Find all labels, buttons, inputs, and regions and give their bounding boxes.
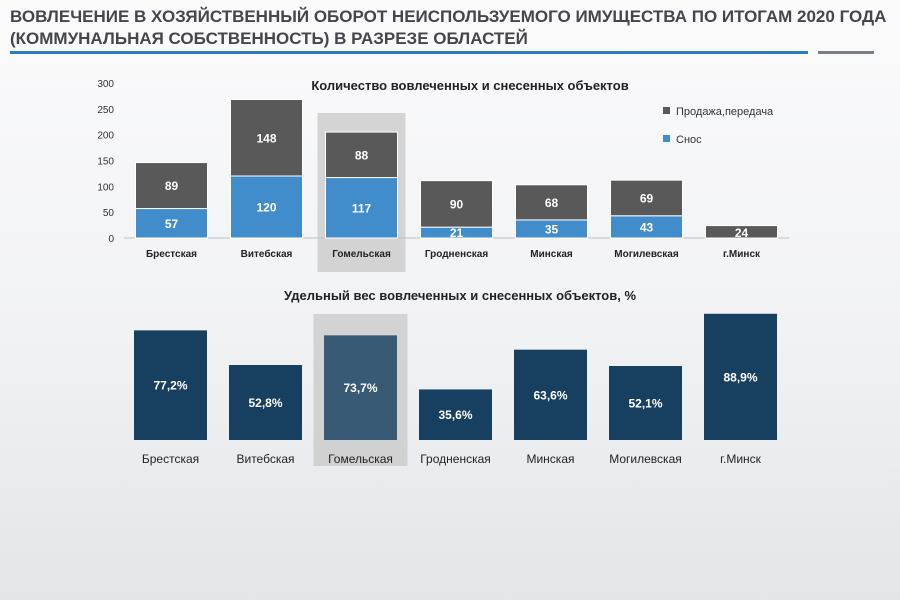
share-bar [324, 335, 397, 440]
y-tick-label: 150 [97, 157, 114, 168]
bar-segment-sale [705, 225, 778, 239]
y-tick-label: 100 [97, 182, 114, 193]
bar-segment-sale [325, 131, 398, 179]
data-label: 77,2% [153, 379, 187, 393]
bar-segment-sale [135, 162, 208, 210]
legend-swatch-demolition [663, 135, 670, 142]
x-tick-label: Гродненская [425, 249, 488, 260]
data-label: 89 [165, 179, 179, 193]
x-tick-label: Могилевская [609, 452, 682, 466]
data-label: 63,6% [533, 388, 567, 402]
y-tick-label: 300 [97, 79, 114, 90]
bar-segment-sale [610, 179, 683, 217]
data-label: 35,6% [438, 408, 472, 422]
data-label: 52,1% [628, 397, 662, 411]
data-label: 69 [640, 191, 654, 205]
share-bar [514, 349, 587, 440]
slide-title-line-2: (КОММУНАЛЬНАЯ СОБСТВЕННОСТЬ) В РАЗРЕЗЕ О… [10, 29, 528, 48]
y-tick-label: 0 [108, 234, 114, 245]
x-tick-label: Минская [530, 249, 573, 260]
chart2-title: Удельный вес вовлеченных и снесенных объ… [284, 288, 636, 303]
slide-title-line-1: ВОВЛЕЧЕНИЕ В ХОЗЯЙСТВЕННЫЙ ОБОРОТ НЕИСПО… [10, 7, 887, 26]
x-tick-label: Минская [526, 452, 574, 466]
x-tick-label: г.Минск [723, 249, 761, 260]
x-tick-label: Витебская [236, 452, 294, 466]
data-label: 68 [545, 196, 559, 210]
data-label: 43 [640, 220, 654, 234]
chart1-title: Количество вовлеченных и снесенных объек… [311, 78, 628, 93]
slide-title: ВОВЛЕЧЕНИЕ В ХОЗЯЙСТВЕННЫЙ ОБОРОТ НЕИСПО… [10, 6, 890, 50]
x-tick-label: Брестская [142, 452, 199, 466]
x-tick-label: Брестская [146, 249, 197, 260]
x-tick-label: Витебская [241, 248, 293, 260]
bar-segment-demolition [135, 208, 208, 239]
data-label: 35 [545, 222, 559, 236]
data-label: 90 [450, 197, 464, 211]
title-underline-accent [818, 51, 874, 54]
share-bar-chart: 77,2% Брестская 52,8% Витебская 73,7% Гомельс… [134, 313, 777, 466]
data-label: 73,7% [343, 381, 377, 395]
legend-label-sale: Продажа,передача [676, 106, 774, 118]
x-tick-label: Гродненская [420, 452, 491, 466]
x-tick-label: г.Минск [720, 452, 762, 466]
x-tick-label: Гомельская [332, 249, 391, 260]
y-tick-label: 200 [97, 131, 114, 142]
share-bar [419, 389, 492, 440]
data-label: 24 [735, 226, 749, 240]
data-label: 88 [355, 148, 369, 162]
share-bar [229, 365, 302, 440]
bar-segment-demolition [230, 175, 303, 239]
y-tick-label: 250 [97, 105, 114, 116]
data-label: 117 [352, 201, 372, 215]
y-tick-label: 50 [103, 208, 115, 219]
bar-segment-sale [420, 180, 493, 228]
stacked-bar-chart: 0 50 100 150 200 250 300 57 89 Брестская 120 148 Вит… [97, 79, 789, 272]
data-label: 120 [256, 201, 276, 215]
bar-segment-demolition [325, 177, 398, 239]
share-bar [134, 330, 207, 440]
data-label: 52,8% [248, 396, 282, 410]
legend-swatch-sale [663, 107, 670, 114]
bar-segment-sale [230, 99, 303, 177]
bar-segment-sale [515, 184, 588, 221]
data-label: 148 [256, 131, 276, 145]
legend-label-demolition: Снос [676, 134, 702, 146]
share-bar [609, 366, 682, 440]
share-bar [704, 313, 777, 440]
title-underline [10, 51, 808, 54]
data-label: 21 [450, 226, 464, 240]
x-tick-label: Могилевская [614, 249, 679, 260]
data-label: 88,9% [723, 370, 757, 384]
data-label: 57 [165, 217, 179, 231]
x-tick-label: Гомельская [328, 452, 393, 466]
